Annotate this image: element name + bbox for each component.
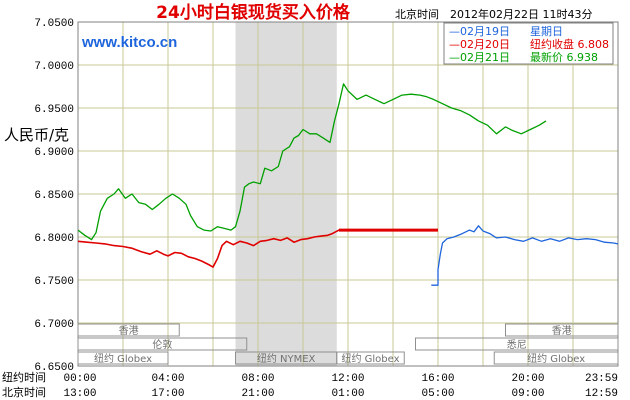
x-tick-label-newyork: 20:00 xyxy=(511,373,544,385)
x-tick-label-beijing: 05:00 xyxy=(421,388,454,400)
x-axis-ticks: 00:00 04:00 08:00 12:00 16:00 20:00 23:59 13:00… xyxy=(63,373,618,400)
x-tick-label-newyork: 08:00 xyxy=(241,373,274,385)
x-tick-label-beijing: 21:00 xyxy=(241,388,274,400)
session-label: 香港 xyxy=(552,325,572,337)
legend-note: 星期日 xyxy=(530,25,563,38)
plot-frame xyxy=(77,21,619,367)
legend-entry: —02月21日 xyxy=(449,51,510,64)
x-tick-label-beijing: 13:00 xyxy=(63,388,96,400)
chart-grid xyxy=(78,22,618,366)
y-tick-label: 6.8500 xyxy=(34,190,74,202)
x-axis-label-beijing: 北京时间 xyxy=(2,385,46,399)
y-tick-label: 6.7000 xyxy=(34,319,74,331)
x-tick-label-beijing: 17:00 xyxy=(151,388,184,400)
x-tick-label-beijing: 12:59 xyxy=(585,388,618,400)
y-tick-label: 6.9500 xyxy=(34,104,74,116)
series-lines xyxy=(77,83,619,286)
x-tick-label-newyork: 23:59 xyxy=(585,373,618,385)
session-box xyxy=(77,351,169,365)
series-line-0 xyxy=(431,225,619,286)
session-box xyxy=(77,323,180,337)
y-tick-label: 7.0000 xyxy=(34,61,74,73)
x-tick-label-newyork: 12:00 xyxy=(331,373,364,385)
session-label: 纽约 Globex xyxy=(341,352,399,365)
session-label: 纽约 Globex xyxy=(527,352,585,365)
session-box xyxy=(415,337,619,351)
timestamp: 北京时间 2012年02月22日 11时43分 xyxy=(395,7,592,21)
chart-title: 24小时白银现货买入价格 xyxy=(156,2,351,23)
x-tick-label-newyork: 00:00 xyxy=(63,373,96,385)
series-line-2 xyxy=(77,83,547,241)
series-line-1 xyxy=(77,229,438,268)
y-tick-label: 7.0500 xyxy=(34,18,74,30)
legend-box xyxy=(443,22,614,65)
session-label: 伦敦 xyxy=(152,338,172,351)
legend-entry: —02月20日 xyxy=(449,38,510,51)
y-tick-label: 6.7500 xyxy=(34,276,74,288)
legend-entry: —02月19日 xyxy=(449,25,510,38)
x-tick-label-beijing: 01:00 xyxy=(331,388,364,400)
session-box xyxy=(77,337,248,351)
session-box xyxy=(493,351,619,365)
legend-note: 最新价 6.938 xyxy=(530,50,598,64)
y-tick-label: 6.9000 xyxy=(34,147,74,159)
x-tick-label-beijing: 09:00 xyxy=(511,388,544,400)
session-label: 悉尼 xyxy=(507,339,527,351)
x-tick-label-newyork: 04:00 xyxy=(151,373,184,385)
x-tick-label-newyork: 16:00 xyxy=(421,373,454,385)
website-label: www.kitco.cn xyxy=(81,34,177,51)
y-axis-label: 人民币/克 xyxy=(4,126,69,144)
legend-note: 纽约收盘 6.808 xyxy=(530,37,609,51)
legend: —02月19日 星期日 —02月20日 纽约收盘 6.808 —02月21日 最新价 6.… xyxy=(443,22,614,65)
session-box xyxy=(336,351,405,365)
y-axis-ticks: 7.0500 7.0000 6.9500 6.9000 6.8500 6.8000 6.75… xyxy=(34,18,74,374)
x-axis-label-newyork: 纽约时间 xyxy=(2,370,46,384)
session-label: 纽约 Globex xyxy=(94,352,152,365)
session-label: 纽约 NYMEX xyxy=(257,352,316,365)
y-tick-label: 6.6500 xyxy=(34,362,74,374)
y-tick-label: 6.8000 xyxy=(34,233,74,245)
session-box xyxy=(505,323,619,337)
session-label: 香港 xyxy=(119,325,139,337)
